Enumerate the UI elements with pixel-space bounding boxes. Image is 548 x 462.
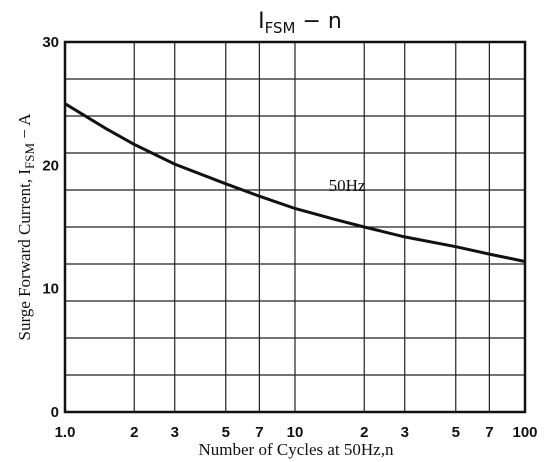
x-tick-label: 5	[452, 424, 460, 441]
y-axis-label: Surge Forward Current, IFSM − A	[15, 113, 37, 341]
series-50hz-line	[64, 102, 526, 263]
y-tick-label: 0	[51, 404, 59, 421]
x-tick-label: 5	[222, 424, 230, 441]
chart-title: IFSM − n	[258, 9, 342, 37]
grid-lines	[64, 42, 526, 412]
x-tick-label: 3	[401, 424, 409, 441]
y-tick-label: 10	[42, 281, 59, 298]
y-axis-ticks: 0 10 20 30	[42, 34, 59, 421]
x-axis-label: Number of Cycles at 50Hz,n	[199, 440, 394, 459]
y-tick-label: 30	[42, 34, 59, 51]
y-tick-label: 20	[42, 157, 59, 174]
x-tick-label: 1.0	[55, 424, 76, 441]
x-tick-label: 7	[485, 424, 493, 441]
x-tick-label: 7	[255, 424, 263, 441]
x-tick-label: 2	[130, 424, 138, 441]
x-tick-label: 3	[171, 424, 179, 441]
x-tick-label: 10	[287, 424, 304, 441]
x-tick-label: 2	[360, 424, 368, 441]
plot-frame	[63, 40, 527, 414]
x-tick-label: 100	[512, 424, 537, 441]
series-annotation: 50Hz	[329, 176, 366, 195]
x-axis-ticks: 1.0 2 3 5 7 10 2 3 5 7 100	[55, 424, 538, 441]
